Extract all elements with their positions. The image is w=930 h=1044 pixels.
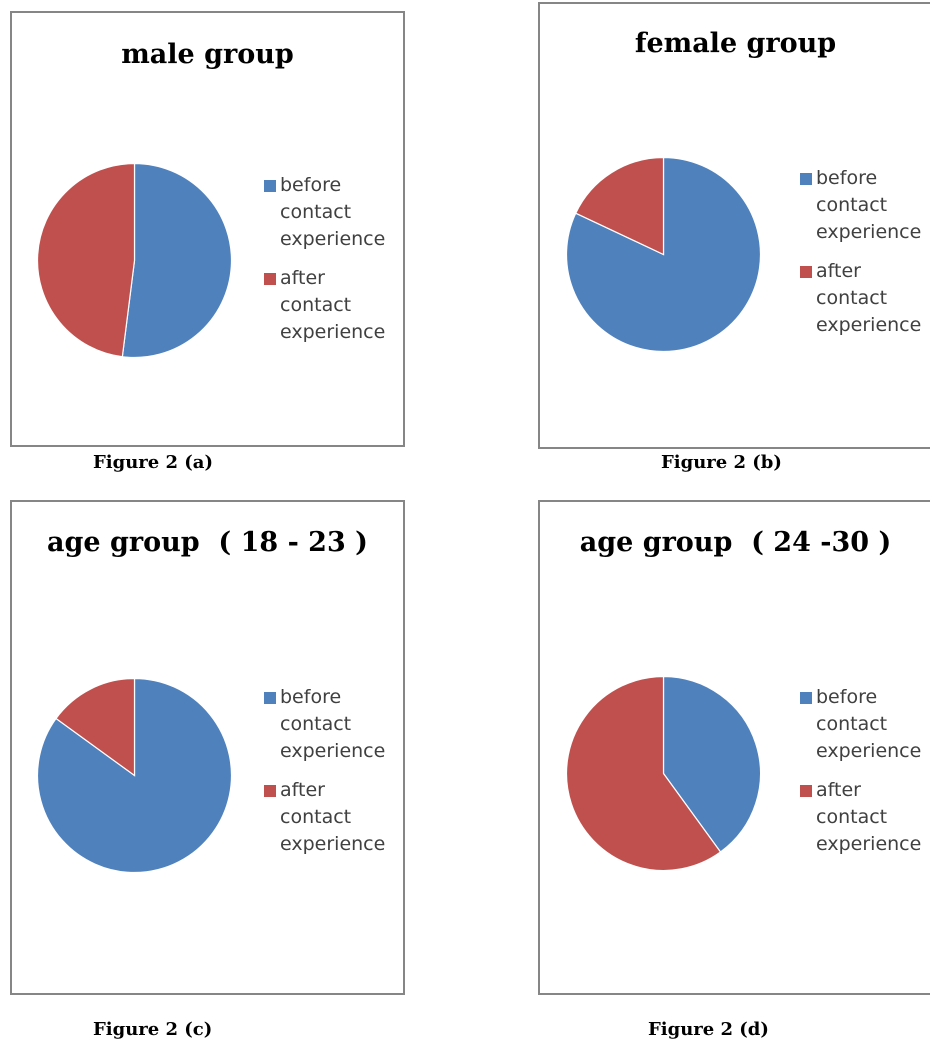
legend-entry-after: after contact experience xyxy=(800,777,926,858)
legend-label-after: after contact experience xyxy=(816,260,922,336)
figure-caption-a: Figure 2 (a) xyxy=(93,452,213,473)
legend-swatch-before xyxy=(264,180,276,192)
legend-swatch-after xyxy=(264,785,276,797)
chart-title: female group xyxy=(634,28,837,59)
pie-slice-after xyxy=(55,677,136,777)
pie-slice-after xyxy=(565,675,722,872)
legend-swatch-after xyxy=(800,785,812,797)
chart-panel-age-18-23: age group ( 18 - 23 ) before contact exp… xyxy=(10,500,405,995)
legend-label-before: before contact experience xyxy=(280,686,386,762)
figure-caption-c: Figure 2 (c) xyxy=(93,1019,213,1040)
legend-label-before: before contact experience xyxy=(280,174,386,250)
pie-slice-before xyxy=(121,162,233,359)
chart-title: age group ( 24 -30 ) xyxy=(579,527,892,558)
pie-slice-after xyxy=(574,156,665,256)
legend-label-before: before contact experience xyxy=(816,686,922,762)
legend-swatch-before xyxy=(800,692,812,704)
legend-entry-before: before contact experience xyxy=(264,684,390,765)
legend-label-after: after contact experience xyxy=(280,267,386,343)
pie-chart-female xyxy=(565,156,762,353)
legend: before contact experience after contact … xyxy=(264,684,390,870)
legend-entry-after: after contact experience xyxy=(264,777,390,858)
legend-label-after: after contact experience xyxy=(280,779,386,855)
legend-entry-after: after contact experience xyxy=(800,258,926,339)
legend-label-before: before contact experience xyxy=(816,167,922,243)
chart-panel-female: female group before contact experience a… xyxy=(538,2,930,449)
chart-panel-age-24-30: age group ( 24 -30 ) before contact expe… xyxy=(538,500,930,995)
legend-entry-after: after contact experience xyxy=(264,265,390,346)
pie-chart-age-18-23 xyxy=(36,677,233,874)
legend: before contact experience after contact … xyxy=(800,165,926,351)
chart-title: age group ( 18 - 23 ) xyxy=(47,527,368,558)
legend-swatch-after xyxy=(800,266,812,278)
figure-caption-b: Figure 2 (b) xyxy=(661,452,782,473)
figure-caption-d: Figure 2 (d) xyxy=(648,1019,769,1040)
pie-chart-male xyxy=(36,162,233,359)
legend-swatch-before xyxy=(264,692,276,704)
legend-entry-before: before contact experience xyxy=(800,165,926,246)
legend-entry-before: before contact experience xyxy=(264,172,390,253)
legend-swatch-after xyxy=(264,273,276,285)
legend: before contact experience after contact … xyxy=(264,172,390,358)
legend-entry-before: before contact experience xyxy=(800,684,926,765)
legend-swatch-before xyxy=(800,173,812,185)
legend-label-after: after contact experience xyxy=(816,779,922,855)
pie-slice-before xyxy=(662,675,762,853)
pie-slice-after xyxy=(36,162,136,358)
legend: before contact experience after contact … xyxy=(800,684,926,870)
chart-title: male group xyxy=(121,39,294,70)
pie-chart-age-24-30 xyxy=(565,675,762,872)
chart-panel-male: male group before contact experience aft… xyxy=(10,11,405,447)
